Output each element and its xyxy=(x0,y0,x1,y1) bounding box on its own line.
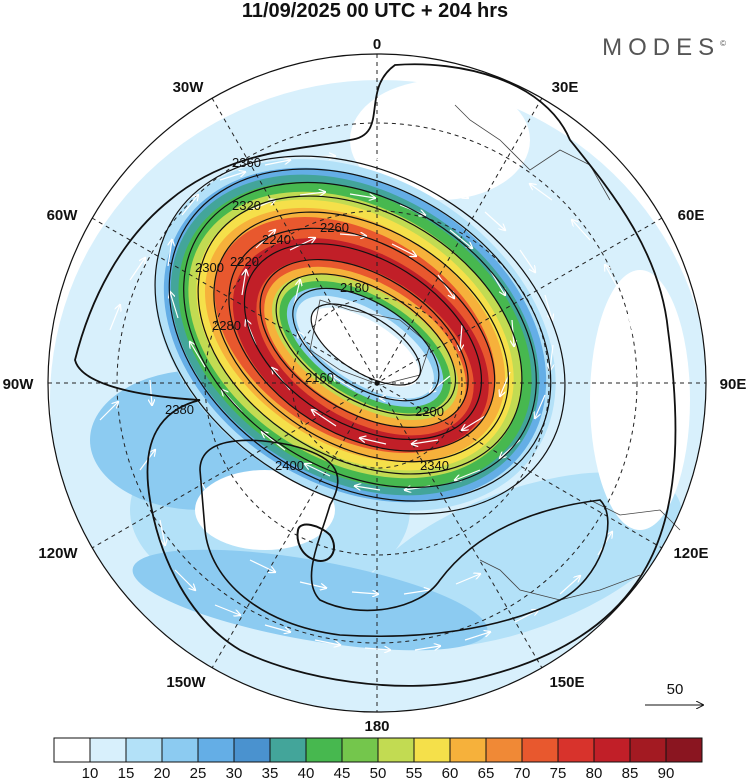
colorbar-swatch xyxy=(53,737,91,763)
colorbar-tick-label: 30 xyxy=(226,765,243,782)
colorbar-swatch xyxy=(413,737,451,763)
contour-labels: 2160 2180 2200 2220 2240 2260 2280 2300 … xyxy=(165,155,449,473)
colorbar-swatch xyxy=(377,737,415,763)
contour-label: 2180 xyxy=(340,280,369,295)
contour-label: 2360 xyxy=(232,155,261,170)
longitude-labels: 0 30E 60E 90E 120E 150E 180 150W 120W 90… xyxy=(3,36,747,735)
lon-label-150w: 150W xyxy=(166,674,206,691)
reference-vector: 50 xyxy=(645,681,703,705)
colorbar-swatch xyxy=(233,737,271,763)
brand-logo: MODES© xyxy=(602,34,726,62)
lon-label-30e: 30E xyxy=(552,79,579,96)
lon-label-60e: 60E xyxy=(678,207,705,224)
colorbar-tick-label: 25 xyxy=(190,765,207,782)
wind-vectors xyxy=(99,156,642,650)
colorbar-tick-label: 85 xyxy=(622,765,639,782)
colorbar-swatch xyxy=(521,737,559,763)
colorbar-swatch xyxy=(197,737,235,763)
colorbar-swatch xyxy=(557,737,595,763)
lon-label-30w: 30W xyxy=(173,79,205,96)
colorbar-tick-label: 55 xyxy=(406,765,423,782)
colorbar-tick-label: 45 xyxy=(334,765,351,782)
colorbar-swatch xyxy=(125,737,163,763)
colorbar-swatch xyxy=(89,737,127,763)
colorbar-tick-label: 80 xyxy=(586,765,603,782)
colorbar-swatch xyxy=(269,737,307,763)
colorbar-swatch xyxy=(629,737,667,763)
colorbar-swatch xyxy=(665,737,703,763)
contour-label: 2400 xyxy=(275,458,304,473)
colorbar-tick-label: 90 xyxy=(658,765,675,782)
lon-label-90w: 90W xyxy=(3,376,35,393)
contour-label: 2300 xyxy=(195,260,224,275)
colorbar-tick-label: 40 xyxy=(298,765,315,782)
colorbar-tick-label: 60 xyxy=(442,765,459,782)
colorbar-swatch xyxy=(485,737,523,763)
colorbar-swatch xyxy=(161,737,199,763)
copyright-mark: © xyxy=(720,39,726,48)
colorbar-tick-label: 65 xyxy=(478,765,495,782)
wind-speed-field xyxy=(48,54,706,712)
colorbar: 10 15 20 25 30 35 40 45 50 55 60 65 70 75 80 85 90 xyxy=(53,737,703,782)
contour-label: 2220 xyxy=(230,254,259,269)
colorbar-swatch xyxy=(305,737,343,763)
colorbar-swatch xyxy=(341,737,379,763)
map-title: 11/09/2025 00 UTC + 204 hrs xyxy=(241,0,509,22)
reference-vector-label: 50 xyxy=(667,681,684,698)
colorbar-swatch xyxy=(449,737,487,763)
contour-label: 2160 xyxy=(305,370,334,385)
brand-name: MODES xyxy=(602,34,721,61)
contour-label: 2200 xyxy=(415,404,444,419)
lon-label-60w: 60W xyxy=(47,207,79,224)
height-contours xyxy=(74,63,677,687)
colorbar-tick-label: 35 xyxy=(262,765,279,782)
lon-label-120w: 120W xyxy=(38,545,78,562)
south-pole-marker xyxy=(374,380,380,386)
lon-label-180: 180 xyxy=(364,718,389,735)
colorbar-tick-label: 10 xyxy=(82,765,99,782)
colorbar-tick-label: 15 xyxy=(118,765,135,782)
colorbar-tick-label: 70 xyxy=(514,765,531,782)
map-boundary xyxy=(47,53,707,713)
contour-label: 2240 xyxy=(262,232,291,247)
lon-label-0: 0 xyxy=(373,36,381,53)
lon-label-150e: 150E xyxy=(549,674,584,691)
contour-label: 2260 xyxy=(320,220,349,235)
contour-label: 2340 xyxy=(420,458,449,473)
colorbar-swatch xyxy=(593,737,631,763)
lon-label-90e: 90E xyxy=(720,376,747,393)
colorbar-tick-label: 20 xyxy=(154,765,171,782)
contour-label: 2280 xyxy=(212,318,241,333)
lon-label-120e: 120E xyxy=(673,545,708,562)
colorbar-tick-label: 75 xyxy=(550,765,567,782)
contour-label: 2320 xyxy=(232,198,261,213)
contour-label: 2380 xyxy=(165,402,194,417)
colorbar-tick-label: 50 xyxy=(370,765,387,782)
